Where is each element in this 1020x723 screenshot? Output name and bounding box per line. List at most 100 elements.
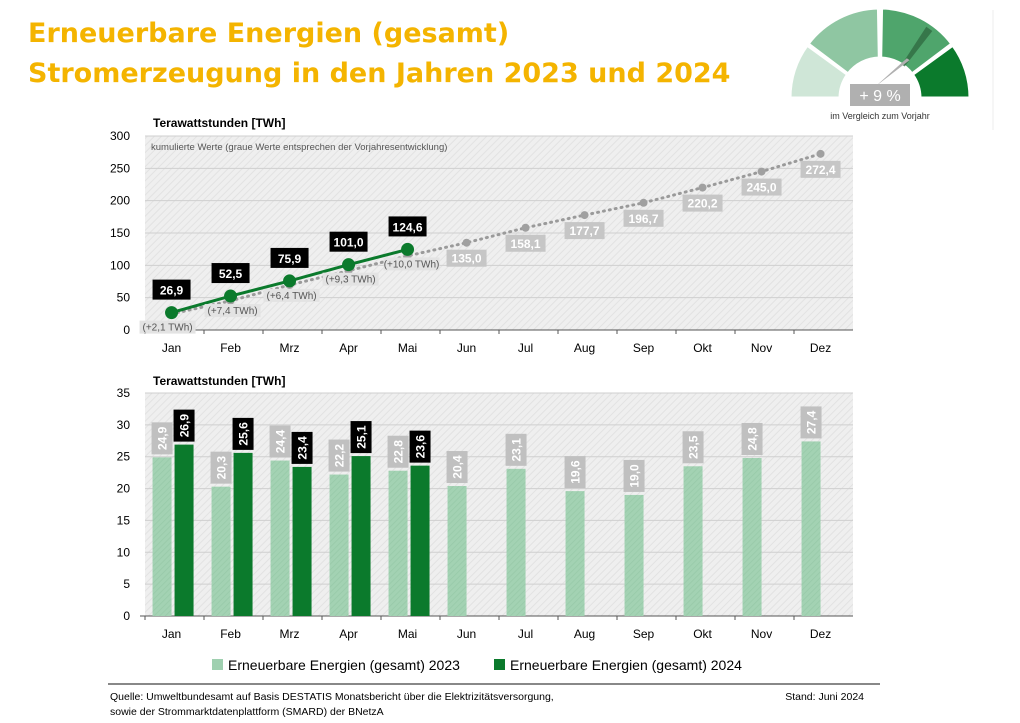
cumulative-line-chart: Terawattstunden [TWh] kumulierte Werte (… <box>110 116 853 355</box>
x-tick-label: Okt <box>693 341 712 355</box>
x-tick-label: Nov <box>751 341 772 355</box>
x-tick-label: Mai <box>398 627 417 641</box>
data-label-2024: 23,4 <box>296 436 310 460</box>
label-box-2023 <box>564 456 586 489</box>
label-box-2023 <box>151 422 173 455</box>
y-tick-label: 150 <box>110 226 130 240</box>
label-box-2024 <box>211 263 250 284</box>
point-2023 <box>757 167 766 176</box>
data-label-2023: 24,4 <box>274 430 288 454</box>
top-y-axis-label: Terawattstunden [TWh] <box>153 116 285 130</box>
x-tick-label: Apr <box>339 627 358 641</box>
x-tick-label: Aug <box>574 341 595 355</box>
gauge <box>788 6 972 100</box>
label-box-2024 <box>270 247 309 268</box>
bar-2023 <box>388 470 408 616</box>
bar-2023 <box>270 460 290 616</box>
data-label-2024: 75,9 <box>278 252 302 266</box>
legend-label-2023: Erneuerbare Energien (gesamt) 2023 <box>228 657 460 673</box>
label-box-2023 <box>446 249 487 267</box>
bar-2023 <box>683 466 703 616</box>
label-box-2024 <box>173 409 195 442</box>
point-2023 <box>698 183 707 192</box>
delta-box <box>139 320 196 334</box>
data-label-2024: 25,6 <box>237 422 251 446</box>
label-box-2023 <box>741 178 782 196</box>
delta-label: (+7,4 TWh) <box>207 306 257 317</box>
label-box-2023 <box>564 222 605 240</box>
bar-2023 <box>801 441 821 616</box>
legend-swatch-2023 <box>212 659 223 670</box>
x-tick-label: Jul <box>518 341 533 355</box>
gauge-segment <box>788 43 850 100</box>
point-2023 <box>521 223 530 232</box>
y-tick-label: 200 <box>110 194 130 208</box>
gauge-caption: im Vergleich zum Vorjahr <box>830 111 930 121</box>
title-line-1: Erneuerbare Energien (gesamt) <box>28 18 509 49</box>
source-line-1: Quelle: Umweltbundesamt auf Basis DESTAT… <box>110 691 554 703</box>
y-tick-label: 20 <box>117 482 131 496</box>
data-label-2024: 23,6 <box>414 435 428 459</box>
x-tick-label: Mrz <box>280 627 300 641</box>
x-tick-label: Mrz <box>280 341 300 355</box>
x-tick-label: Mai <box>398 341 417 355</box>
legend-swatch-2024 <box>494 659 505 670</box>
data-label-2023: 23,1 <box>510 438 524 462</box>
y-tick-label: 0 <box>123 323 130 337</box>
data-label-2023: 20,3 <box>215 456 229 480</box>
data-label-2023: 177,7 <box>570 224 600 238</box>
gauge-segment <box>879 6 954 77</box>
data-label-2023: 196,7 <box>629 212 659 226</box>
bar-2023 <box>742 457 762 616</box>
monthly-bar-chart: Terawattstunden [TWh] 0 5 10 15 20 25 30 35 Jan F… <box>117 374 853 641</box>
point-2023 <box>816 149 825 158</box>
label-box-2023 <box>623 209 664 227</box>
point-2024 <box>283 274 297 288</box>
label-box-2023 <box>682 431 704 464</box>
bar-2023 <box>329 474 349 616</box>
gauge-value: + 9 % <box>859 88 900 105</box>
y-tick-label: 250 <box>110 161 130 175</box>
gauge-segment <box>910 43 972 100</box>
point-2024 <box>224 289 238 303</box>
data-label-2023: 245,0 <box>747 181 777 195</box>
label-box-2023 <box>800 406 822 439</box>
data-label-2023: 23,5 <box>687 435 701 459</box>
delta-label: (+10,0 TWh) <box>384 259 440 270</box>
y-tick-label: 0 <box>123 609 130 623</box>
gauge-segment <box>806 6 881 77</box>
delta-box <box>383 257 440 271</box>
point-2023 <box>462 238 471 247</box>
top-note: kumulierte Werte (graue Werte entspreche… <box>151 142 447 153</box>
point-2024 <box>401 242 415 256</box>
x-tick-label: Feb <box>220 627 241 641</box>
y-tick-label: 5 <box>123 577 130 591</box>
y-tick-label: 25 <box>117 450 131 464</box>
point-2023 <box>639 198 648 207</box>
x-tick-label: Aug <box>574 627 595 641</box>
data-label-2023: 19,6 <box>569 460 583 484</box>
bar-2023 <box>447 486 467 616</box>
title-line-2: Stromerzeugung in den Jahren 2023 und 20… <box>28 58 730 89</box>
label-box-2024 <box>232 417 254 450</box>
delta-box <box>204 304 261 318</box>
label-box-2023 <box>505 234 546 252</box>
y-tick-label: 15 <box>117 513 131 527</box>
data-label-2024: 26,9 <box>178 414 192 438</box>
delta-label: (+9,3 TWh) <box>325 275 375 286</box>
label-box-2023 <box>210 451 232 484</box>
bottom-y-axis-label: Terawattstunden [TWh] <box>153 374 285 388</box>
y-tick-label: 300 <box>110 129 130 143</box>
y-tick-label: 30 <box>117 418 131 432</box>
data-label-2024: 25,1 <box>355 425 369 449</box>
label-box-2023 <box>387 435 409 468</box>
legend: Erneuerbare Energien (gesamt) 2023 Erneu… <box>212 657 742 673</box>
data-label-2023: 24,8 <box>746 427 760 451</box>
x-tick-label: Jan <box>162 341 181 355</box>
data-label-2023: 22,2 <box>333 444 347 468</box>
label-box-2024 <box>388 216 427 237</box>
data-label-2023: 27,4 <box>805 410 819 434</box>
x-tick-label: Okt <box>693 627 712 641</box>
label-box-2023 <box>800 160 841 178</box>
